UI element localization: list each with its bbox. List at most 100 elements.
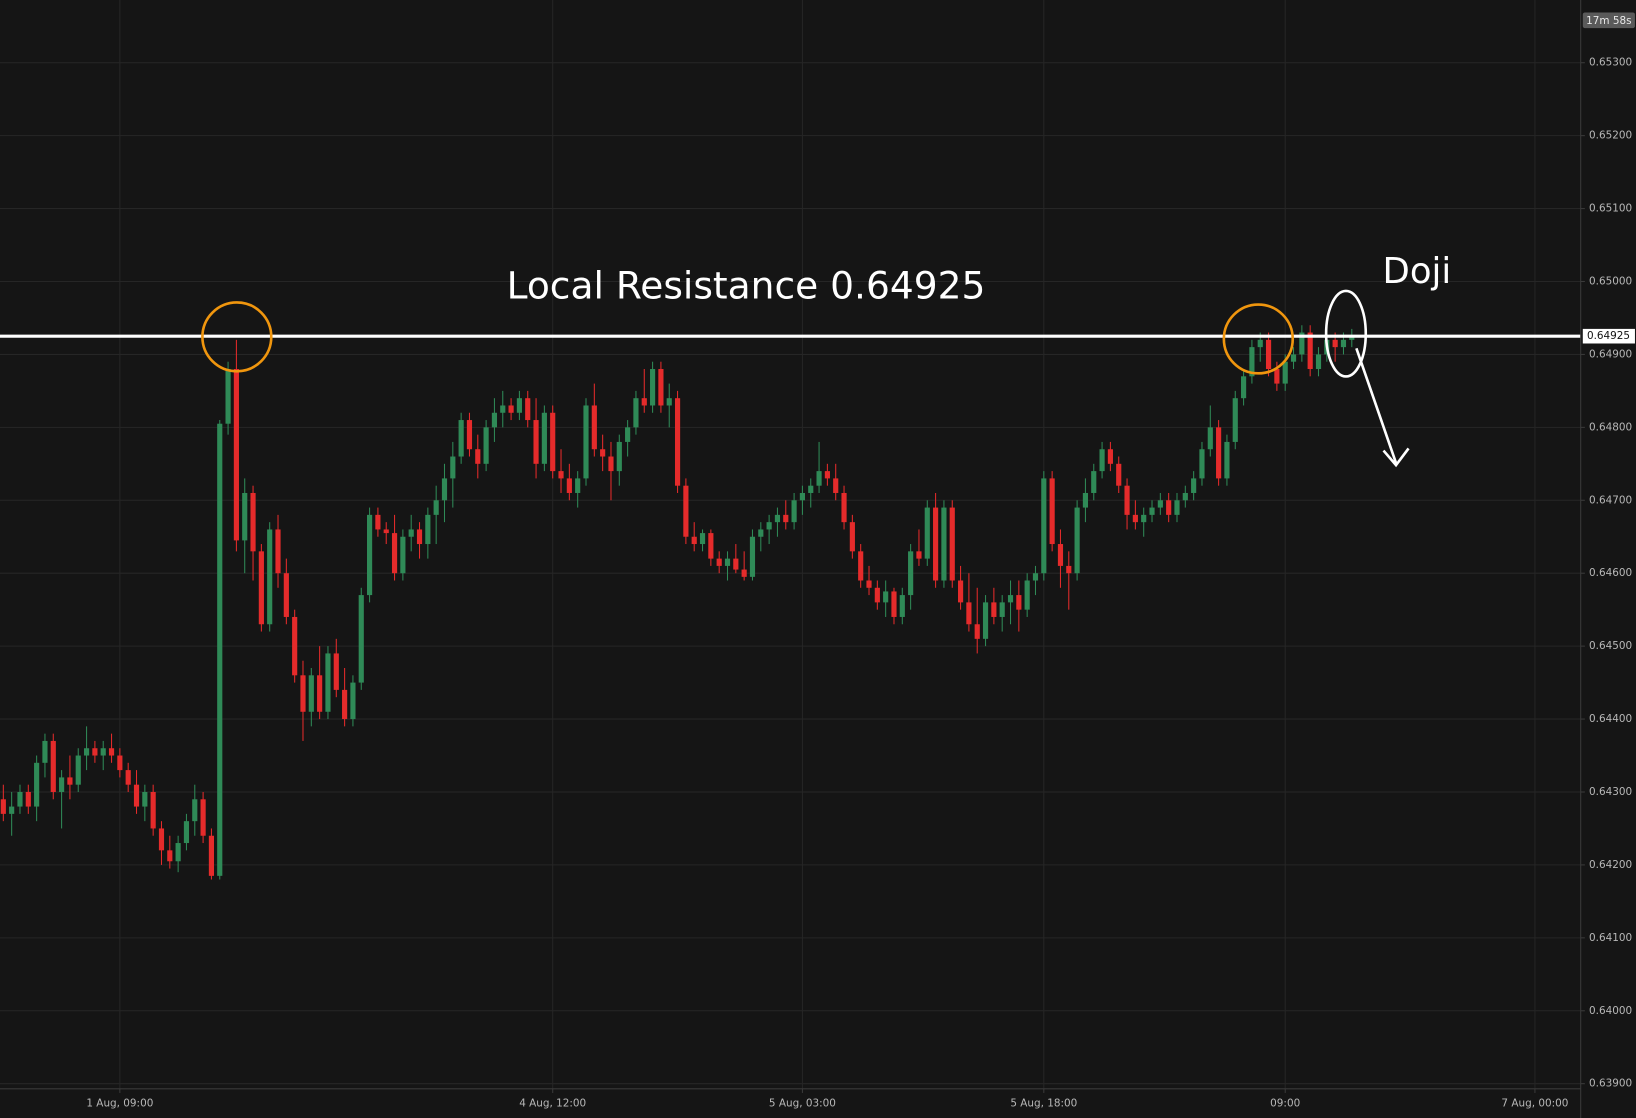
- candle-body: [75, 755, 81, 785]
- candle-body: [125, 770, 131, 785]
- candle-body: [1099, 449, 1105, 472]
- candle-body: [516, 398, 522, 413]
- candle-body: [1290, 354, 1297, 362]
- y-tick-label: 0.65100: [1589, 203, 1632, 215]
- candle-body: [1307, 332, 1313, 370]
- candle-body: [1032, 573, 1039, 581]
- candle-body: [491, 412, 498, 428]
- candle-body: [724, 558, 731, 566]
- candle-body: [1340, 339, 1347, 348]
- candle-body: [1315, 354, 1322, 370]
- candle-body: [9, 806, 15, 814]
- candle-body: [325, 653, 331, 712]
- candle-body: [708, 533, 714, 559]
- candle-body: [217, 423, 223, 876]
- candle-body: [133, 784, 140, 807]
- candle-body: [824, 471, 830, 479]
- candle-body: [1191, 478, 1197, 493]
- candle-body: [300, 675, 306, 712]
- y-tick-label: 0.64200: [1589, 859, 1632, 871]
- candle-body: [1049, 478, 1055, 545]
- candle-body: [633, 398, 639, 428]
- highlight-circle: [1222, 303, 1295, 375]
- candle-body: [1016, 595, 1022, 610]
- candle-body: [1116, 463, 1122, 486]
- annotation-text: Local Resistance 0.64925: [507, 263, 986, 307]
- candle-body: [1257, 339, 1263, 348]
- candle-body: [158, 828, 165, 851]
- candle-body: [400, 536, 406, 574]
- candle-body: [283, 573, 289, 617]
- candle-body: [1007, 595, 1014, 603]
- candle-body: [267, 529, 273, 625]
- candle-body: [716, 558, 722, 566]
- candle-body: [658, 369, 664, 406]
- y-tick-label: 0.64600: [1589, 567, 1632, 579]
- candle-body: [916, 551, 922, 559]
- candle-body: [275, 529, 281, 574]
- axes: 0.63900 0.64000 0.64100 0.64200 0.64300 0.644…: [86, 57, 1635, 1109]
- candle-body: [483, 427, 489, 464]
- candle-body: [1299, 332, 1305, 355]
- candle-body: [375, 514, 381, 530]
- grid: [0, 0, 1581, 1089]
- candle-body: [1132, 514, 1138, 523]
- candle-body: [1074, 507, 1080, 574]
- candle-body: [625, 427, 631, 442]
- candle-body: [949, 507, 955, 581]
- candle-body: [366, 514, 373, 596]
- candle-body: [250, 492, 256, 552]
- x-tick-label: 4 Aug, 12:00: [519, 1097, 586, 1109]
- candles: [0, 325, 1581, 880]
- candle-body: [866, 580, 872, 588]
- candle-body: [749, 536, 756, 577]
- candle-body: [1057, 544, 1064, 566]
- candle-body: [933, 507, 939, 581]
- highlight-circle: [201, 301, 273, 373]
- candle-body: [150, 791, 156, 829]
- y-tick-label: 0.64300: [1589, 786, 1632, 798]
- candle-body: [192, 799, 198, 822]
- candle-body: [1141, 514, 1147, 523]
- candle-body: [849, 522, 855, 552]
- y-tick-label: 0.63900: [1589, 1078, 1632, 1090]
- candle-body: [783, 514, 789, 523]
- candle-body: [583, 405, 589, 479]
- candle-body: [1157, 500, 1163, 508]
- candle-body: [799, 492, 806, 501]
- candle-body: [641, 398, 647, 406]
- candle-body: [108, 748, 115, 756]
- candle-body: [67, 777, 73, 785]
- candle-body: [533, 420, 539, 464]
- candle-body: [941, 507, 947, 581]
- candle-body: [982, 602, 989, 639]
- candle-body: [508, 405, 514, 413]
- y-tick-label: 0.65000: [1589, 275, 1632, 287]
- candle-body: [616, 441, 622, 472]
- pattern-label: Doji: [1383, 251, 1452, 292]
- candle-body: [333, 653, 339, 690]
- candle-body: [433, 500, 439, 515]
- timer-text: 17m 58s: [1586, 15, 1631, 27]
- candle-body: [674, 398, 681, 486]
- x-tick-label: 7 Aug, 00:00: [1501, 1097, 1568, 1109]
- x-tick-label: 5 Aug, 18:00: [1010, 1097, 1077, 1109]
- candle-body: [733, 558, 739, 570]
- candle-body: [1232, 398, 1238, 442]
- y-tick-label: 0.64800: [1589, 421, 1632, 433]
- candle-body: [42, 740, 48, 763]
- candle-body: [683, 485, 689, 537]
- candle-body: [1082, 492, 1089, 508]
- candle-body: [666, 398, 672, 406]
- x-tick-label: 1 Aug, 09:00: [86, 1097, 153, 1109]
- timer-badge: [1582, 12, 1635, 29]
- candle-body: [766, 522, 772, 530]
- candle-body: [957, 580, 964, 603]
- candle-body: [550, 412, 556, 472]
- candle-body: [175, 843, 181, 862]
- candle-body: [525, 398, 531, 421]
- candle-body: [59, 777, 65, 792]
- candle-body: [292, 616, 298, 676]
- candle-body: [1265, 339, 1272, 370]
